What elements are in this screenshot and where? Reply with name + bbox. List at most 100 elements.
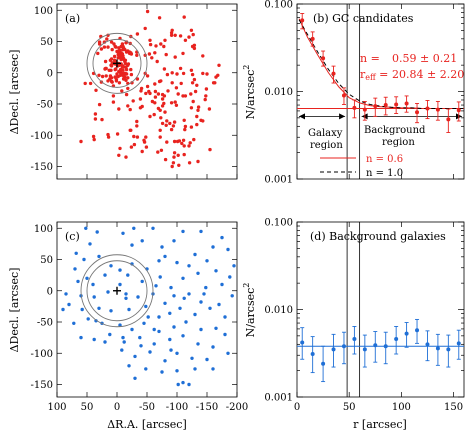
panel-c-point [193, 312, 197, 317]
panel-d-data-point [362, 347, 367, 352]
panel-c-point [157, 315, 161, 319]
panel-c-point [103, 340, 107, 344]
panel-c-point [169, 348, 173, 352]
panel-a-point [169, 31, 174, 35]
panel-c-point [118, 282, 122, 287]
panel-a-frame [56, 3, 238, 180]
panel-a-point [117, 107, 121, 111]
panel-a-point [121, 68, 125, 73]
panel-c-point [142, 321, 146, 325]
panel-a-point [181, 71, 186, 76]
panel-c-point [217, 302, 221, 307]
panel-a-point [140, 149, 144, 154]
panel-c-point [223, 332, 227, 337]
panel-a-point [193, 89, 198, 94]
panel-c-point [84, 226, 88, 230]
panel-a-point [144, 91, 148, 96]
panel-a-point [189, 68, 194, 73]
panel-c-ytick-label: 50 [40, 255, 53, 266]
panel-a-point [191, 32, 195, 37]
panel-a-point [160, 121, 165, 126]
panel-c-point [72, 321, 76, 325]
panel-a-point [126, 76, 130, 80]
panel-d-data-point [446, 347, 451, 352]
panel-c-point [223, 315, 227, 319]
panel-a-point [162, 67, 167, 71]
panel-b-ytick-label: 0.001 [264, 175, 293, 186]
panel-d: 0 50 100 150 0.100 0.010 0.001 (d) Background … [264, 218, 465, 413]
panel-a-point [124, 41, 128, 45]
panel-a-point [169, 33, 174, 37]
panel-c-point [138, 335, 142, 340]
panel-a-ytick-label: -150 [31, 162, 53, 173]
panel-a-point [124, 155, 128, 159]
panel-c-ytick-label: -100 [31, 349, 53, 360]
panel-d-xtick-label: 150 [444, 402, 463, 413]
panel-a-point [79, 139, 83, 144]
panel-c-point [144, 367, 148, 371]
panel-a-point [97, 73, 101, 78]
y-axis-title-d: N/arcsec2 [242, 283, 257, 338]
panel-a-point [203, 97, 207, 102]
panel-a-point [164, 123, 168, 128]
panel-c-point [152, 327, 156, 332]
panel-a-point [204, 87, 209, 91]
panel-a-point [205, 72, 209, 76]
fit-n-label: n = [360, 52, 380, 65]
panel-a-point [163, 38, 167, 42]
panel-c-point [205, 357, 209, 362]
panel-a-point [104, 74, 108, 78]
panel-a-point [189, 28, 194, 32]
panel-b-ticks: 0.100 0.010 0.001 [264, 0, 464, 186]
panel-c-ring [80, 254, 154, 328]
panel-a-point [187, 161, 192, 165]
panel-c-ticks: 100 50 0 -50 -100 -150 -200 100 50 0 -50 -100 -150 [31, 222, 248, 413]
panel-a-point [102, 40, 107, 44]
panel-a-point [124, 72, 129, 76]
panel-c-point [136, 295, 140, 299]
panel-a-point [144, 135, 148, 139]
panel-c-point [148, 350, 152, 354]
panel-a-point [126, 86, 130, 91]
panel-a-point [123, 59, 127, 64]
panel-a-point [91, 134, 96, 139]
panel-b-data-point [404, 101, 409, 106]
panel-c-point [163, 254, 167, 259]
panel-c-point [91, 282, 95, 287]
panel-c-point [169, 285, 173, 290]
panel-a-point [187, 144, 191, 148]
y-axis-title-b-sup: 2 [242, 65, 251, 70]
panel-c-point [61, 307, 65, 312]
panel-a-point [120, 42, 125, 46]
panel-d-data-point [456, 341, 461, 346]
panel-a-point [189, 92, 193, 96]
panel-a-point [131, 99, 135, 103]
panel-c-ytick-label: 0 [47, 286, 53, 297]
panel-c-point [220, 235, 224, 240]
panel-c-point [181, 229, 185, 234]
panel-a-point [179, 81, 183, 86]
panel-c-xtick-label: 50 [81, 402, 94, 413]
fit-reff-sub: eff [365, 73, 377, 82]
panel-a-point [187, 35, 191, 39]
panel-a-point [129, 67, 133, 72]
panel-a-point [170, 81, 174, 85]
panel-a-point [176, 153, 180, 157]
panel-a-point [135, 77, 140, 81]
panel-a-point [159, 116, 163, 120]
panel-a-point [118, 73, 123, 78]
panel-c-point [184, 320, 188, 324]
panel-c-point [202, 292, 206, 296]
panel-b-galaxy-region-arrowhead-r [339, 113, 346, 120]
panel-c: 100 50 0 -50 -100 -150 -200 100 50 0 -50 -100 -150 (… [31, 221, 248, 413]
panel-a-point [195, 83, 199, 88]
panel-a-point [168, 121, 172, 126]
panel-a-point [211, 81, 216, 85]
panel-c-point [193, 367, 197, 371]
panel-d-xtick-label: 100 [392, 402, 411, 413]
panel-c-point [152, 342, 156, 346]
panel-a-point [132, 134, 136, 139]
panel-c-point [133, 354, 137, 359]
panel-c-point [204, 285, 208, 290]
